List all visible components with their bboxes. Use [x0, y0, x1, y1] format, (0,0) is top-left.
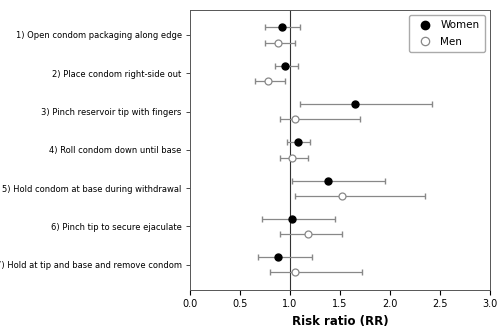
- X-axis label: Risk ratio (RR): Risk ratio (RR): [292, 315, 388, 328]
- Legend: Women, Men: Women, Men: [409, 15, 485, 52]
